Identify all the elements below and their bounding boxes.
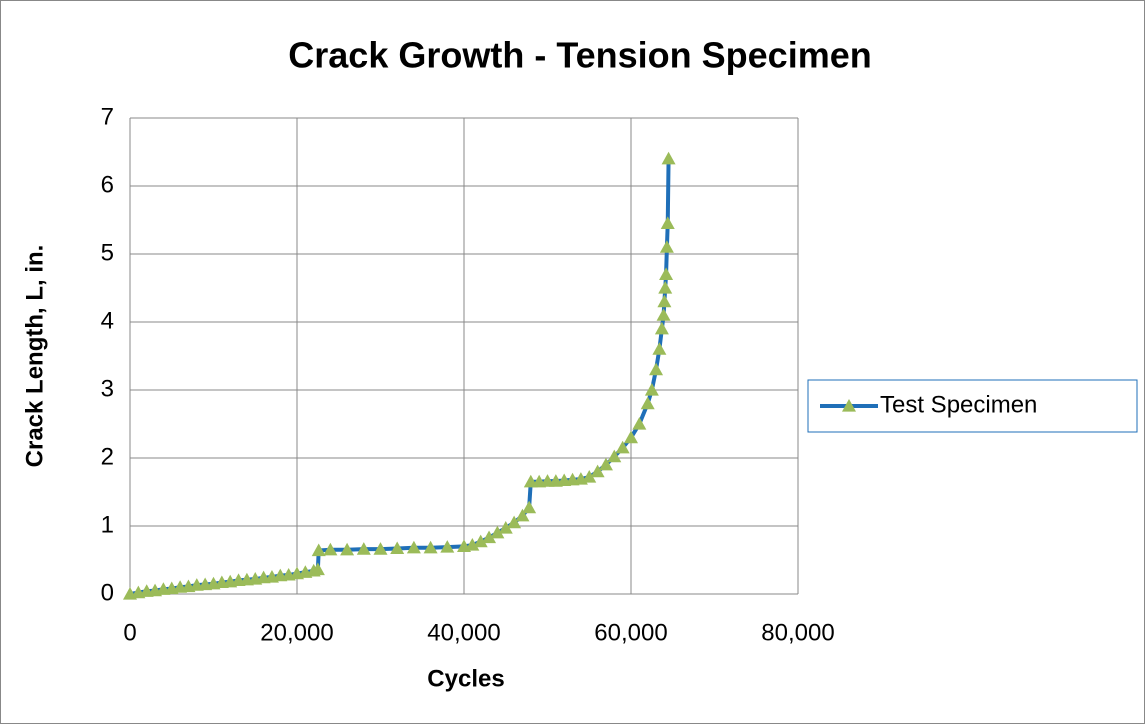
data-marker [660, 216, 675, 229]
y-tick-label: 3 [101, 375, 114, 402]
data-marker [515, 508, 530, 522]
chart-title: Crack Growth - Tension Specimen [288, 35, 871, 76]
data-marker [657, 294, 672, 308]
data-marker [522, 500, 537, 514]
data-marker [659, 267, 674, 280]
data-marker [649, 362, 664, 376]
data-marker [507, 515, 522, 529]
data-marker [340, 542, 355, 556]
data-marker [598, 457, 613, 471]
y-tick-label: 5 [101, 239, 114, 266]
x-tick-label: 0 [123, 619, 136, 646]
data-marker [658, 281, 673, 294]
data-marker [656, 308, 671, 321]
y-tick-label: 1 [101, 511, 114, 538]
x-tick-label: 20,000 [260, 619, 333, 646]
data-marker [661, 151, 676, 165]
data-marker [590, 464, 605, 478]
data-marker [652, 342, 667, 355]
y-tick-label: 4 [101, 307, 114, 334]
data-marker [607, 449, 622, 463]
data-marker [311, 543, 326, 557]
data-marker [373, 542, 388, 555]
y-tick-label: 0 [101, 579, 114, 606]
data-marker [356, 542, 371, 555]
x-axis-label: Cycles [427, 665, 504, 692]
data-marker [490, 525, 505, 539]
data-marker [390, 541, 405, 555]
data-marker [482, 530, 497, 544]
data-marker [654, 321, 669, 335]
data-marker [632, 417, 647, 430]
data-marker [465, 538, 480, 551]
data-marker [473, 534, 488, 548]
data-marker [406, 540, 421, 554]
data-marker [423, 540, 438, 554]
data-marker [659, 240, 674, 253]
data-marker [615, 440, 630, 454]
data-marker [582, 470, 597, 483]
y-axis-label: Crack Length, L, in. [21, 245, 48, 468]
data-marker [644, 383, 659, 396]
data-marker [624, 430, 638, 444]
data-marker [640, 396, 655, 410]
data-marker [310, 562, 325, 576]
x-tick-label: 60,000 [594, 619, 667, 646]
legend-marker [842, 399, 856, 412]
data-marker [440, 540, 455, 553]
data-marker [498, 521, 513, 534]
legend-label: Test Specimen [880, 391, 1037, 418]
y-tick-label: 2 [101, 443, 114, 470]
data-marker [323, 542, 338, 556]
y-tick-label: 6 [101, 171, 114, 198]
y-tick-label: 7 [101, 103, 114, 130]
x-tick-label: 80,000 [761, 619, 834, 646]
x-tick-label: 40,000 [427, 619, 500, 646]
